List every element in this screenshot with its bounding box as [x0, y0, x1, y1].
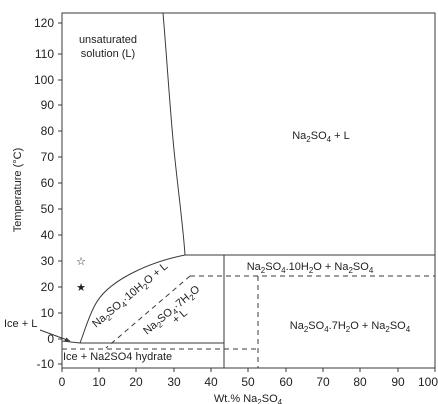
heptahydrate-l-label-line1: Na2SO4·7H2O [141, 283, 204, 339]
y-tick-label: 0 [47, 332, 54, 346]
y-tick-label: 10 [41, 306, 55, 320]
x-tick-label: 0 [59, 375, 66, 389]
unsaturated-label-line1: unsaturated [79, 34, 137, 46]
x-tick-label: 40 [204, 375, 218, 389]
x-tick-label: 90 [391, 375, 405, 389]
x-tick-label: 50 [241, 375, 255, 389]
y-tick-label: 40 [41, 228, 55, 242]
solubility-curve [162, 12, 186, 256]
x-axis-ticks [61, 368, 436, 372]
y-tick-label: 80 [41, 124, 55, 138]
solid-phase-boundaries [61, 12, 435, 368]
x-tick-label: 20 [129, 375, 143, 389]
region-labels: unsaturated solution (L) Na2SO4 + L Na2S… [63, 34, 411, 363]
heptahydrate-na2so4-label: Na2SO4.7H2O + Na2SO4 [290, 320, 411, 334]
dashed-phase-boundaries [62, 275, 435, 368]
open-star-marker: ☆ [76, 256, 86, 268]
x-tick-label: 100 [418, 375, 438, 389]
ice-hydrate-label: Ice + Na2SO4 hydrate [63, 351, 172, 363]
y-tick-label: 110 [35, 47, 54, 61]
y-axis-tick-labels: -10 0 10 20 30 40 50 60 70 80 90 100 110… [34, 16, 54, 371]
x-tick-label: 70 [316, 375, 330, 389]
y-tick-label: 30 [41, 254, 55, 268]
y-tick-label: 100 [34, 73, 54, 87]
filled-star-marker: ★ [76, 282, 86, 294]
y-tick-label: 50 [41, 202, 55, 216]
decahydrate-na2so4-label: Na2SO4.10H2O + Na2SO4 [247, 261, 374, 275]
x-tick-label: 10 [92, 375, 106, 389]
y-tick-label: 70 [41, 150, 55, 164]
plot-frame [61, 12, 436, 369]
y-tick-label: 120 [34, 16, 54, 30]
x-tick-label: 60 [279, 375, 293, 389]
y-tick-label: 60 [41, 176, 55, 190]
x-axis-title: Wt.% Na2SO4 [214, 393, 283, 404]
x-tick-label: 80 [353, 375, 367, 389]
x-tick-label: 30 [167, 375, 181, 389]
y-tick-label: 20 [41, 280, 55, 294]
ice-l-arrowhead [64, 337, 70, 342]
ice-l-label: Ice + L [4, 318, 37, 330]
heptahydrate-liquidus [105, 275, 191, 349]
y-tick-label: 90 [41, 98, 55, 112]
y-tick-label: -10 [37, 357, 55, 371]
x-axis-tick-labels: 0 10 20 30 40 50 60 70 80 90 100 [59, 375, 438, 389]
y-axis-title: Temperature (°C) [12, 148, 24, 232]
unsaturated-label-line2: solution (L) [81, 48, 135, 60]
ice-l-leader-line [39, 329, 71, 342]
na2so4-l-label: Na2SO4 + L [292, 130, 350, 144]
decahydrate-liquidus [79, 254, 186, 344]
y-axis-ticks [58, 22, 62, 365]
